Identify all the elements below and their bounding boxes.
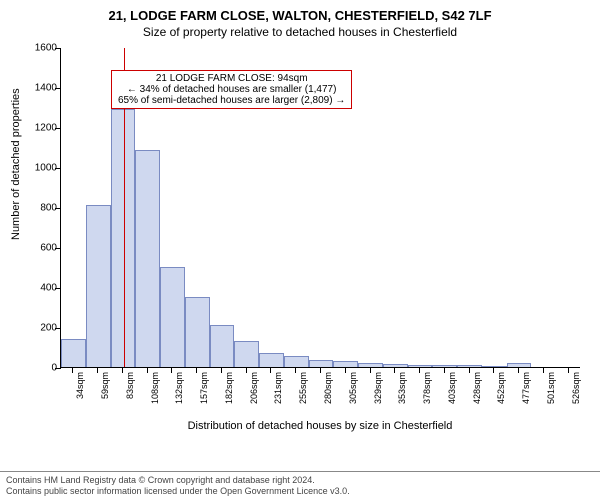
x-tick-label: 501sqm [546,372,556,422]
histogram-bar [61,339,86,367]
x-tick [469,368,470,373]
x-tick [171,368,172,373]
x-tick [147,368,148,373]
chart-title: 21, LODGE FARM CLOSE, WALTON, CHESTERFIE… [0,0,600,23]
y-tick-label: 1200 [25,123,57,134]
x-tick [394,368,395,373]
histogram-bar [210,325,235,367]
x-tick [122,368,123,373]
y-tick-label: 600 [25,243,57,254]
annotation-line-1: 21 LODGE FARM CLOSE: 94sqm [118,73,345,84]
histogram-bar [111,109,136,367]
x-tick-label: 526sqm [571,372,581,422]
y-tick-label: 400 [25,283,57,294]
x-tick-label: 255sqm [298,372,308,422]
x-tick [493,368,494,373]
x-tick [97,368,98,373]
histogram-bar [160,267,185,367]
x-tick-label: 378sqm [422,372,432,422]
x-tick [419,368,420,373]
x-tick-label: 452sqm [496,372,506,422]
x-tick-label: 280sqm [323,372,333,422]
x-tick [543,368,544,373]
x-tick [568,368,569,373]
x-tick-label: 206sqm [249,372,259,422]
footer-line-2: Contains public sector information licen… [6,486,594,497]
x-tick-label: 428sqm [472,372,482,422]
x-tick [221,368,222,373]
x-tick-label: 182sqm [224,372,234,422]
plot-area: 02004006008001000120014001600 21 LODGE F… [60,48,580,368]
annotation-line-3: 65% of semi-detached houses are larger (… [118,95,345,106]
histogram-bar [383,364,408,367]
x-tick [196,368,197,373]
y-axis-label: Number of detached properties [10,88,22,240]
x-axis-label: Distribution of detached houses by size … [60,420,580,432]
x-tick-label: 403sqm [447,372,457,422]
attribution-footer: Contains HM Land Registry data © Crown c… [0,471,600,500]
x-tick-label: 231sqm [273,372,283,422]
x-tick [270,368,271,373]
histogram-bar [482,366,507,367]
x-tick [345,368,346,373]
histogram-bar [284,356,309,367]
x-tick-label: 477sqm [521,372,531,422]
x-tick [246,368,247,373]
histogram-bar [432,365,457,367]
y-tick-label: 1600 [25,43,57,54]
x-tick [72,368,73,373]
y-tick-label: 1000 [25,163,57,174]
x-tick-label: 34sqm [75,372,85,422]
histogram-bar [358,363,383,367]
x-tick [295,368,296,373]
x-tick-label: 353sqm [397,372,407,422]
histogram-bar [309,360,334,367]
histogram-bar [234,341,259,367]
x-tick-label: 108sqm [150,372,160,422]
x-tick-label: 83sqm [125,372,135,422]
histogram-bar [333,361,358,367]
histogram-bar [259,353,284,367]
x-tick [320,368,321,373]
x-tick-label: 157sqm [199,372,209,422]
histogram-bar [86,205,111,367]
x-tick-label: 305sqm [348,372,358,422]
histogram-bar [185,297,210,367]
histogram-bar [408,365,433,367]
x-tick-label: 132sqm [174,372,184,422]
histogram-bar [507,363,532,367]
y-tick-label: 800 [25,203,57,214]
x-tick-label: 59sqm [100,372,110,422]
chart-area: 02004006008001000120014001600 21 LODGE F… [60,48,580,428]
x-tick [518,368,519,373]
y-tick-label: 200 [25,323,57,334]
annotation-box: 21 LODGE FARM CLOSE: 94sqm ← 34% of deta… [111,70,352,109]
x-tick-label: 329sqm [373,372,383,422]
chart-subtitle: Size of property relative to detached ho… [0,23,600,39]
x-tick [444,368,445,373]
x-tick [370,368,371,373]
histogram-bar [457,365,482,367]
histogram-bar [135,150,160,367]
annotation-line-2: ← 34% of detached houses are smaller (1,… [118,84,345,95]
y-tick-label: 0 [25,363,57,374]
footer-line-1: Contains HM Land Registry data © Crown c… [6,475,594,486]
y-tick-label: 1400 [25,83,57,94]
